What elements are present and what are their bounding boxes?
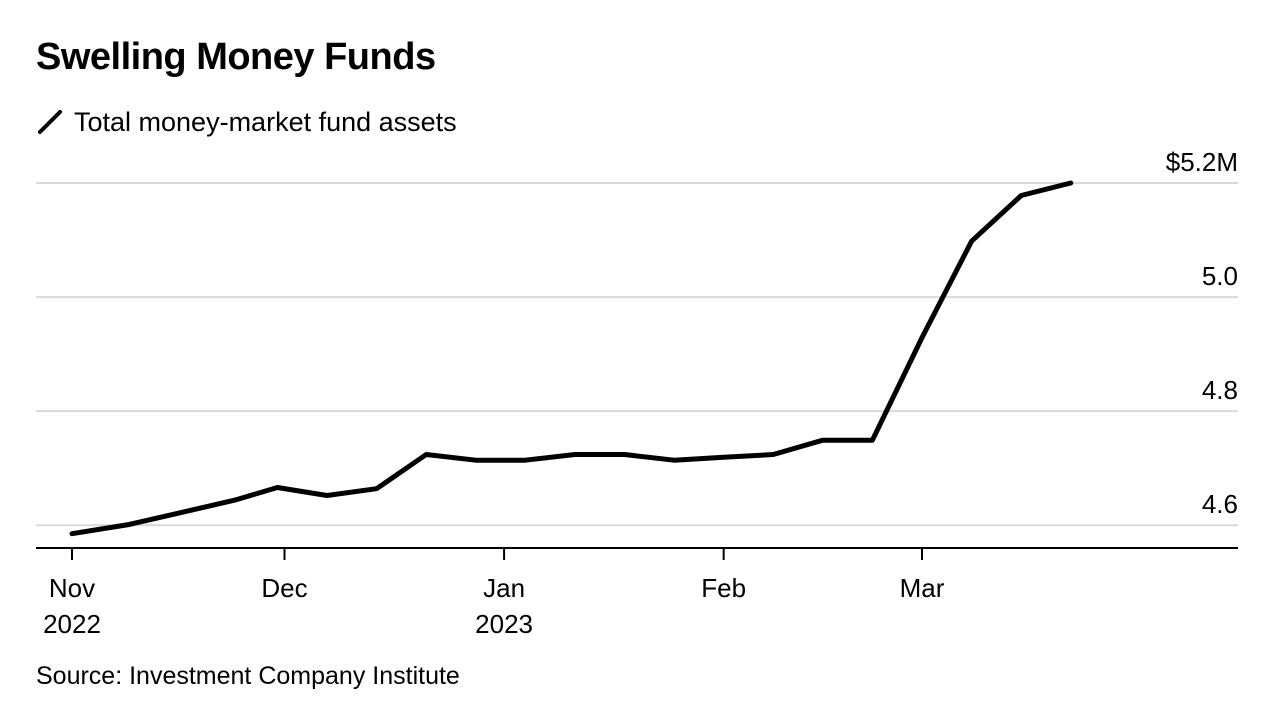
x-tick-year-label: 2022 [43,609,101,639]
series [69,180,1074,537]
chart-title: Swelling Money Funds [36,36,436,78]
x-tick-year-label: 2023 [475,609,533,639]
y-tick-label: 4.6 [1202,489,1238,519]
y-tick-label: $5.2M [1166,147,1238,177]
y-tick-label: 5.0 [1202,261,1238,291]
x-tick-label: Nov [49,573,95,603]
legend-label: Total money-market fund assets [74,106,457,137]
legend: Total money-market fund assets [36,106,457,138]
x-tick-label: Dec [261,573,307,603]
gridlines [36,182,1238,527]
x-tick-label: Jan [483,573,525,603]
x-tick-label: Mar [900,573,945,603]
x-axis-labels: Nov 2022 Dec Jan 2023 Feb Mar [43,548,945,639]
y-axis-labels: $5.2M 5.0 4.8 4.6 [1166,147,1238,519]
diagonal-line-icon [38,110,62,134]
y-tick-label: 4.8 [1202,375,1238,405]
x-tick-label: Feb [701,573,746,603]
source-note: Source: Investment Company Institute [36,662,460,690]
series-line-0 [69,180,1074,537]
